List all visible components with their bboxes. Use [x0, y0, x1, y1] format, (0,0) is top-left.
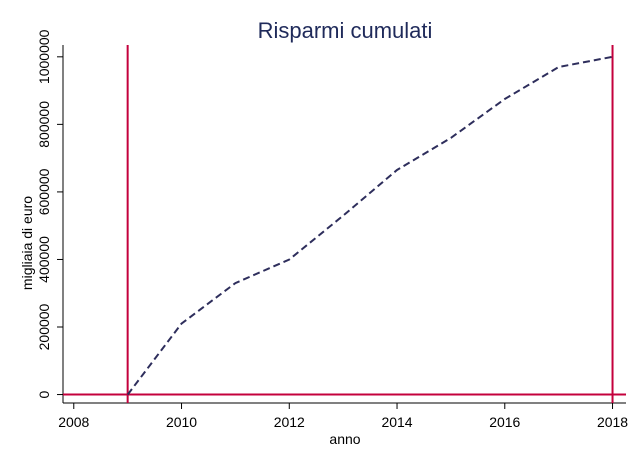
x-tick-label: 2008 [58, 414, 89, 430]
x-tick-label: 2010 [166, 414, 197, 430]
x-tick-label: 2014 [381, 414, 412, 430]
y-tick-label: 800000 [36, 101, 52, 148]
x-axis-label: anno [329, 431, 360, 447]
y-tick-label: 400000 [36, 236, 52, 283]
series-group [126, 55, 613, 396]
x-tick-label: 2016 [489, 414, 520, 430]
x-tick-label: 2012 [274, 414, 305, 430]
series-line [126, 55, 613, 396]
axes: 2008 2010 2012 2014 2016 2018 0 200000 400000 600… [36, 29, 628, 430]
y-tick-label: 1000000 [36, 29, 52, 84]
y-tick-label: 200000 [36, 303, 52, 350]
y-tick-label: 600000 [36, 168, 52, 215]
y-tick-label: 0 [36, 390, 52, 398]
reference-lines [63, 45, 626, 403]
y-axis-label: migliaia di euro [19, 196, 35, 290]
chart-title: Risparmi cumulati [258, 18, 433, 43]
x-tick-label: 2018 [597, 414, 628, 430]
